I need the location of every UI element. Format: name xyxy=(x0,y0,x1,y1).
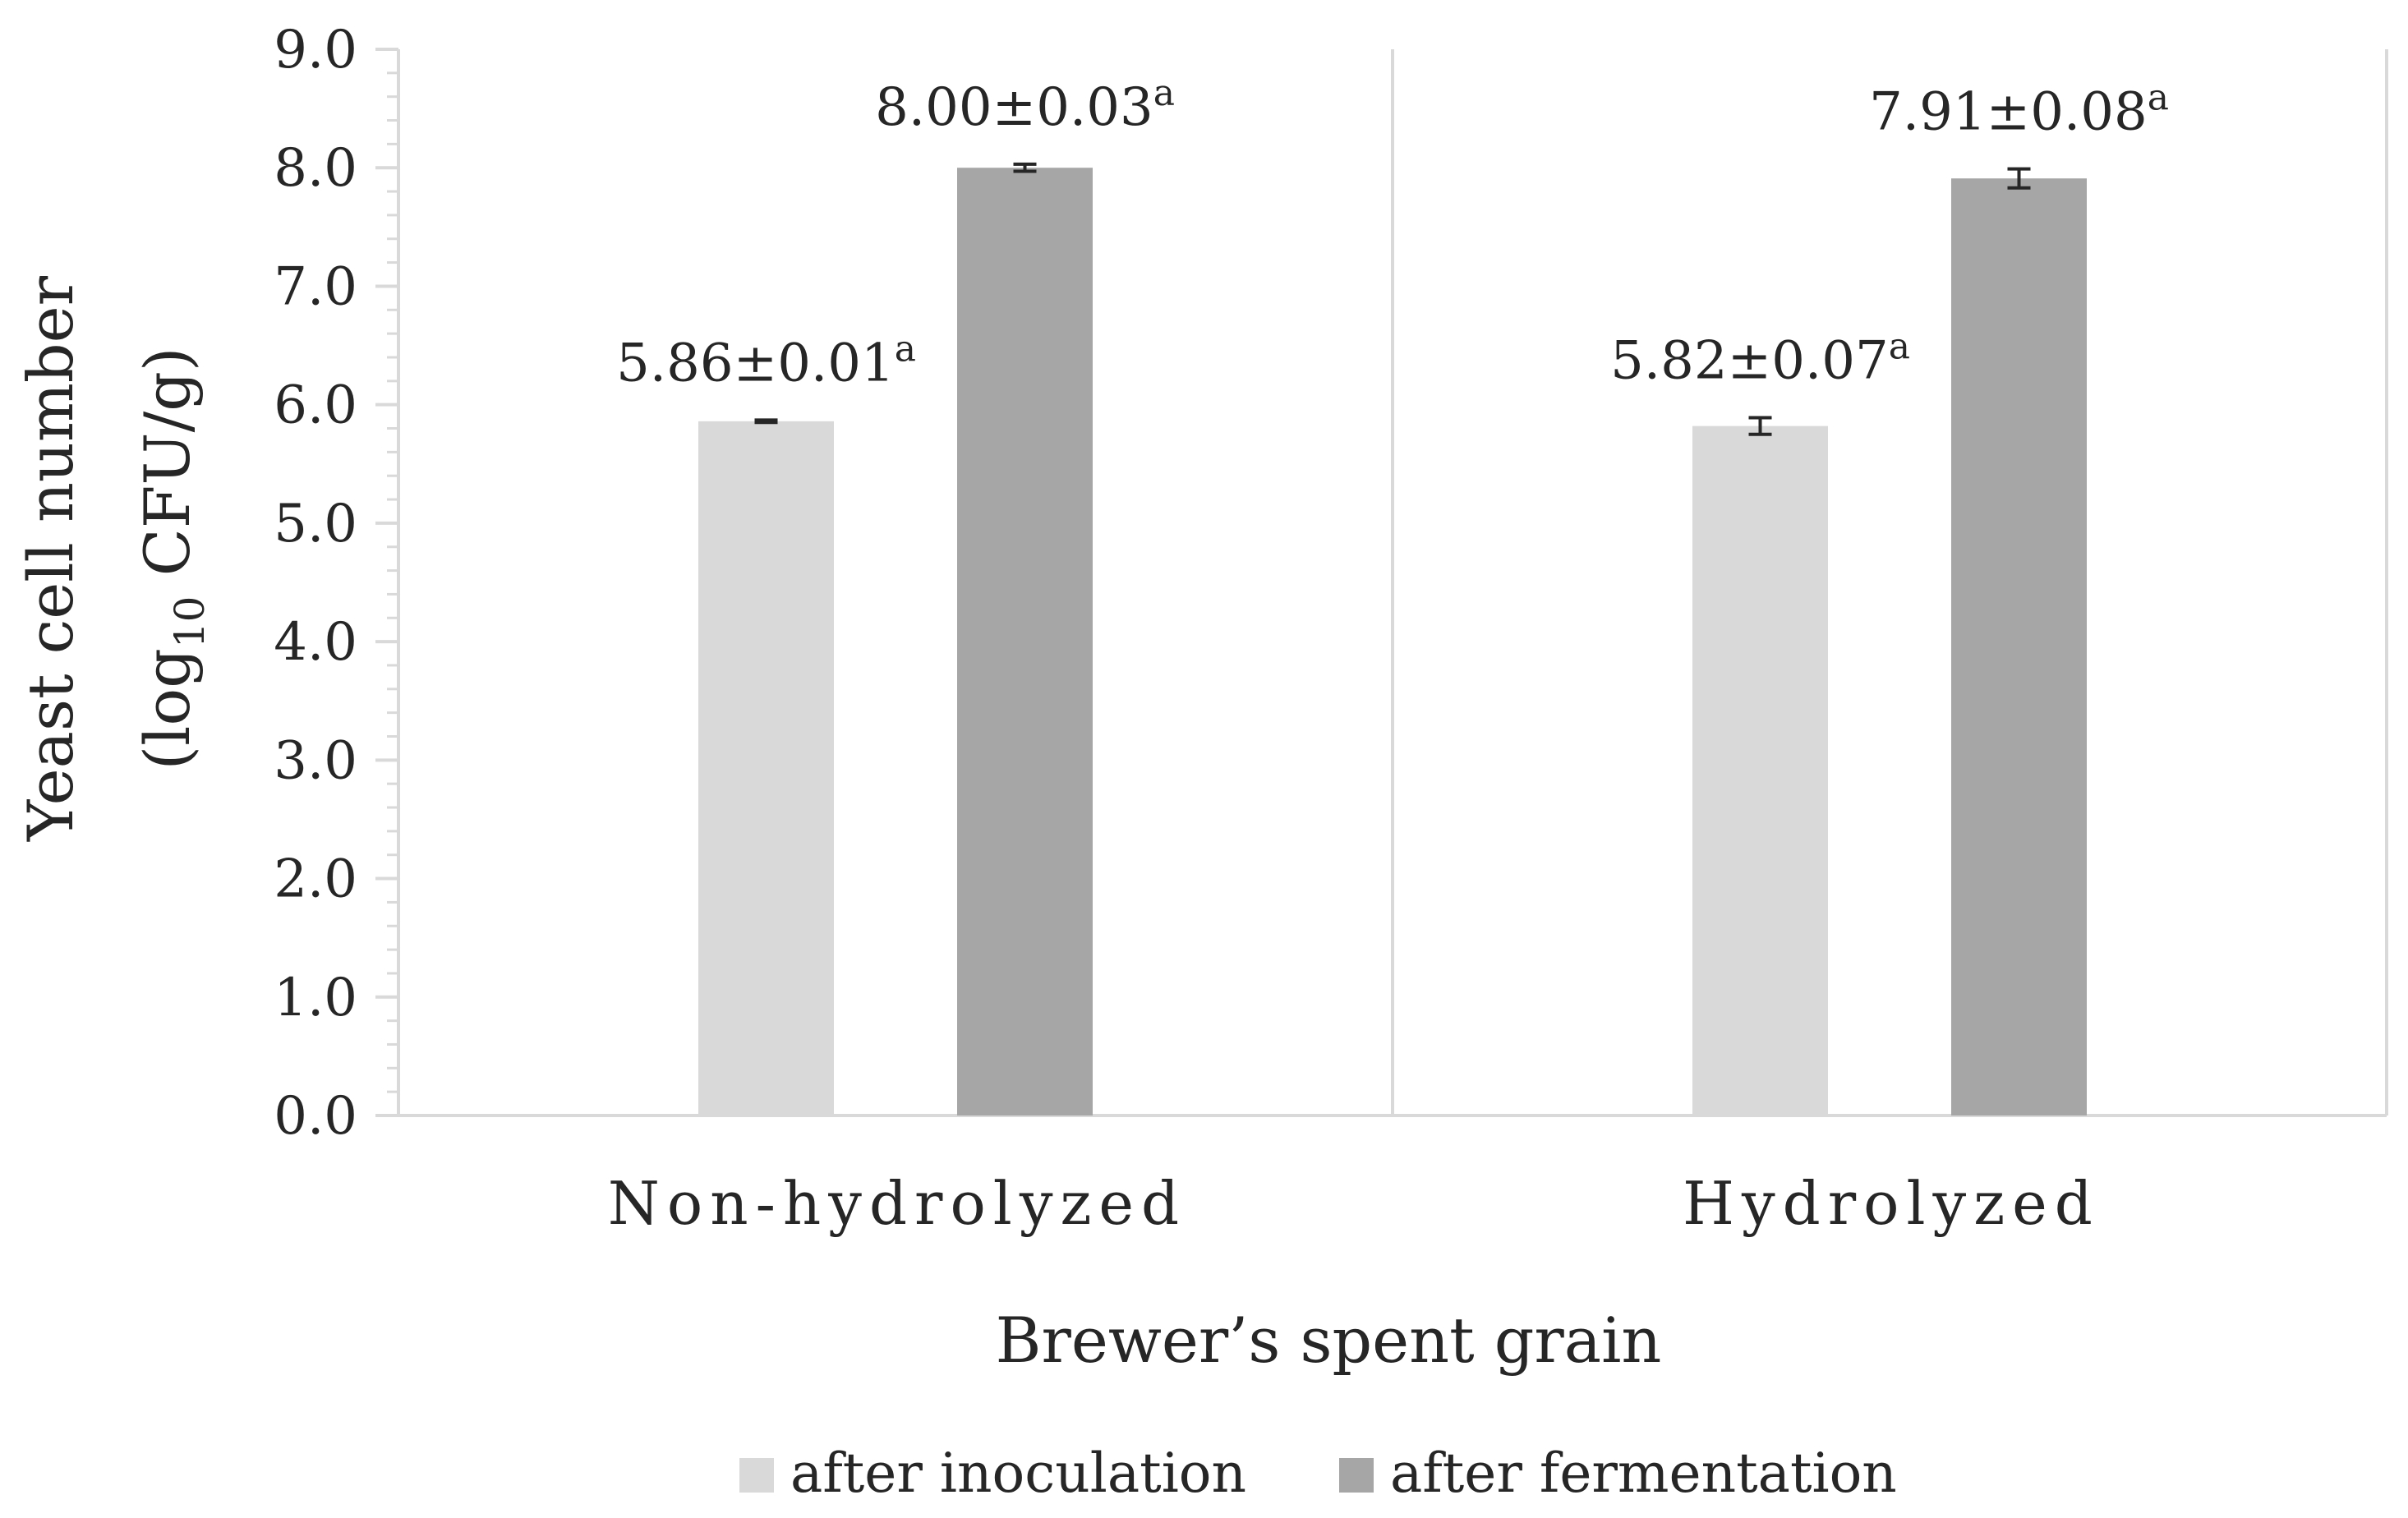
data-label: 8.00±0.03a xyxy=(875,72,1175,138)
y-tick-label: 1.0 xyxy=(274,968,357,1028)
data-label-superscript: a xyxy=(1153,72,1175,114)
legend-swatch xyxy=(739,1458,774,1493)
category-label: Hydrolyzed xyxy=(1683,1169,2100,1238)
error-bar xyxy=(1013,162,1037,173)
data-label: 7.91±0.08a xyxy=(1869,77,2169,143)
y-tick-label: 8.0 xyxy=(274,138,357,199)
y-axis-title-line1: Yeast cell number xyxy=(14,275,87,841)
data-label-superscript: a xyxy=(1889,326,1910,368)
legend: after inoculation after fermentation xyxy=(739,1442,1897,1505)
y-axis-title-line2: (log10 CFU/g) xyxy=(131,347,214,770)
category-label: Non-hydrolyzed xyxy=(608,1169,1186,1238)
y-tick-label: 2.0 xyxy=(274,849,357,910)
error-bar xyxy=(754,418,778,425)
x-axis-title: Brewer’s spent grain xyxy=(996,1304,1662,1377)
data-label: 5.82±0.07a xyxy=(1610,326,1910,392)
legend-item: after inoculation xyxy=(739,1442,1246,1505)
y-axis: 0.0 1.0 2.0 3.0 4.0 5.0 6.0 7.0 8.0 9.0 xyxy=(274,20,398,1147)
legend-label: after inoculation xyxy=(790,1442,1246,1505)
bar xyxy=(1692,426,1828,1116)
data-label: 5.86±0.01a xyxy=(616,328,916,393)
y-tick-label: 6.0 xyxy=(274,375,357,436)
y-axis-title-subscript: 10 xyxy=(166,596,214,649)
data-label-value: 5.82±0.07 xyxy=(1610,331,1889,392)
y-tick-label: 3.0 xyxy=(274,730,357,791)
legend-item: after fermentation xyxy=(1339,1442,1897,1505)
error-bar xyxy=(1748,416,1772,436)
y-tick-label: 7.0 xyxy=(274,256,357,317)
y-axis-title-prefix: (log xyxy=(131,648,204,770)
x-axis: Non-hydrolyzed Hydrolyzed xyxy=(608,1169,2100,1238)
bar xyxy=(957,168,1093,1116)
y-tick-label: 5.0 xyxy=(274,494,357,554)
y-tick-label: 9.0 xyxy=(274,20,357,80)
legend-swatch xyxy=(1339,1458,1374,1493)
error-bar xyxy=(2007,167,2031,190)
data-label-value: 8.00±0.03 xyxy=(875,77,1153,138)
data-label-superscript: a xyxy=(2148,77,2169,119)
legend-label: after fermentation xyxy=(1390,1442,1897,1505)
y-tick-label: 4.0 xyxy=(274,612,357,673)
data-label-superscript: a xyxy=(895,328,916,370)
bar xyxy=(698,421,834,1116)
y-tick-label: 0.0 xyxy=(274,1086,357,1147)
y-axis-title-suffix: CFU/g) xyxy=(131,347,204,596)
data-label-value: 5.86±0.01 xyxy=(616,333,895,393)
bar xyxy=(1951,178,2087,1116)
data-label-value: 7.91±0.08 xyxy=(1869,82,2148,143)
